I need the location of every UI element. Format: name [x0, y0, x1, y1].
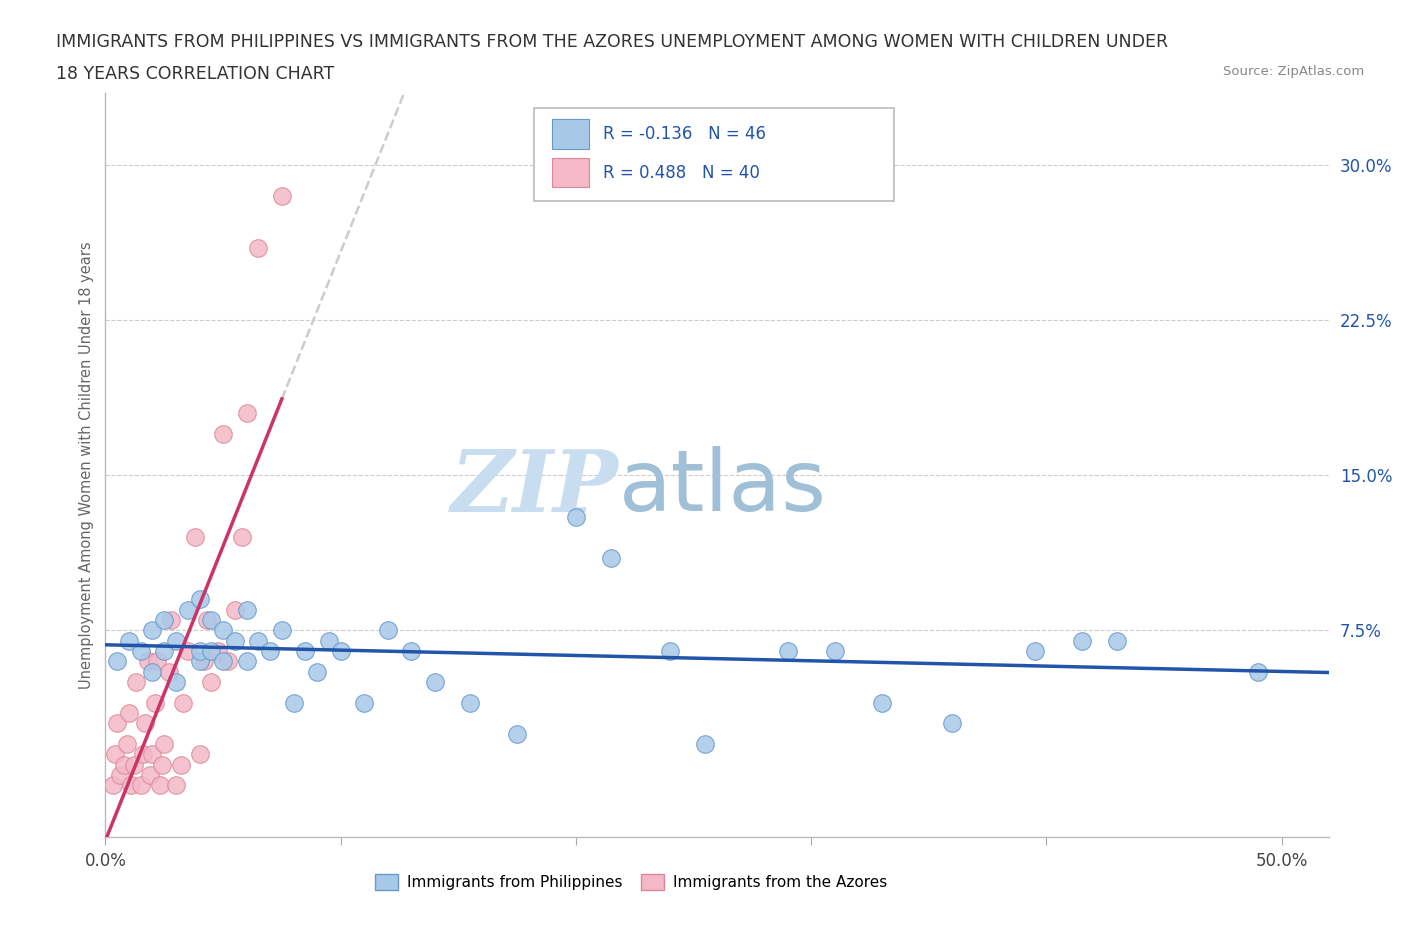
Point	[259, 644, 281, 658]
Point	[146, 654, 169, 669]
Point	[224, 603, 246, 618]
Point	[105, 654, 128, 669]
Point	[139, 767, 162, 782]
Point	[824, 644, 846, 658]
Text: ZIP: ZIP	[451, 445, 619, 529]
Point	[200, 613, 222, 628]
FancyBboxPatch shape	[553, 158, 589, 188]
Point	[207, 644, 229, 658]
Point	[112, 757, 135, 772]
Legend: Immigrants from Philippines, Immigrants from the Azores: Immigrants from Philippines, Immigrants …	[370, 868, 894, 897]
Point	[165, 633, 187, 648]
Text: Source: ZipAtlas.com: Source: ZipAtlas.com	[1223, 65, 1364, 78]
Point	[506, 726, 529, 741]
Point	[307, 664, 329, 679]
Point	[105, 716, 128, 731]
Point	[120, 777, 142, 792]
Point	[150, 757, 173, 772]
Point	[170, 757, 193, 772]
Point	[565, 510, 588, 525]
Point	[283, 696, 305, 711]
Point	[401, 644, 423, 658]
Point	[247, 241, 270, 256]
Point	[153, 737, 176, 751]
Point	[659, 644, 682, 658]
Point	[148, 777, 170, 792]
Point	[870, 696, 893, 711]
Point	[377, 623, 399, 638]
Point	[188, 747, 211, 762]
Point	[188, 591, 211, 606]
Point	[115, 737, 138, 751]
Point	[353, 696, 375, 711]
Point	[177, 603, 200, 618]
Point	[231, 530, 253, 545]
Point	[941, 716, 963, 731]
Point	[600, 551, 623, 565]
Point	[776, 644, 799, 658]
Point	[122, 757, 145, 772]
Point	[141, 747, 163, 762]
Point	[104, 747, 127, 762]
Point	[165, 777, 187, 792]
Point	[108, 767, 131, 782]
Point	[212, 623, 235, 638]
Point	[318, 633, 340, 648]
Point	[200, 644, 222, 658]
Point	[172, 696, 194, 711]
Point	[1024, 644, 1046, 658]
Point	[247, 633, 270, 648]
Text: R = 0.488   N = 40: R = 0.488 N = 40	[603, 164, 761, 181]
Point	[165, 674, 187, 689]
Point	[294, 644, 316, 658]
Text: 18 YEARS CORRELATION CHART: 18 YEARS CORRELATION CHART	[56, 65, 335, 83]
Point	[1247, 664, 1270, 679]
Point	[695, 737, 717, 751]
Point	[177, 644, 200, 658]
Point	[136, 654, 159, 669]
Point	[1070, 633, 1092, 648]
Text: R = -0.136   N = 46: R = -0.136 N = 46	[603, 125, 766, 143]
Point	[188, 644, 211, 658]
Point	[270, 623, 292, 638]
Point	[134, 716, 156, 731]
Point	[195, 613, 218, 628]
Point	[212, 654, 235, 669]
Point	[143, 696, 166, 711]
Point	[153, 644, 176, 658]
Point	[217, 654, 239, 669]
Point	[329, 644, 352, 658]
Point	[224, 633, 246, 648]
Point	[270, 189, 292, 204]
Point	[188, 654, 211, 669]
Point	[1105, 633, 1128, 648]
Point	[235, 405, 257, 420]
Point	[141, 664, 163, 679]
Text: atlas: atlas	[619, 445, 827, 529]
Point	[160, 613, 183, 628]
Point	[118, 706, 141, 721]
Point	[101, 777, 124, 792]
Point	[423, 674, 446, 689]
FancyBboxPatch shape	[553, 119, 589, 149]
Point	[193, 654, 215, 669]
Point	[157, 664, 180, 679]
Point	[200, 674, 222, 689]
Point	[132, 747, 155, 762]
Point	[153, 613, 176, 628]
Point	[212, 427, 235, 442]
Y-axis label: Unemployment Among Women with Children Under 18 years: Unemployment Among Women with Children U…	[79, 241, 94, 689]
Point	[458, 696, 481, 711]
Point	[235, 603, 257, 618]
Text: IMMIGRANTS FROM PHILIPPINES VS IMMIGRANTS FROM THE AZORES UNEMPLOYMENT AMONG WOM: IMMIGRANTS FROM PHILIPPINES VS IMMIGRANT…	[56, 33, 1168, 50]
Point	[184, 530, 207, 545]
FancyBboxPatch shape	[533, 108, 894, 201]
Point	[118, 633, 141, 648]
Point	[235, 654, 257, 669]
Point	[129, 777, 152, 792]
Point	[125, 674, 148, 689]
Point	[141, 623, 163, 638]
Point	[129, 644, 152, 658]
